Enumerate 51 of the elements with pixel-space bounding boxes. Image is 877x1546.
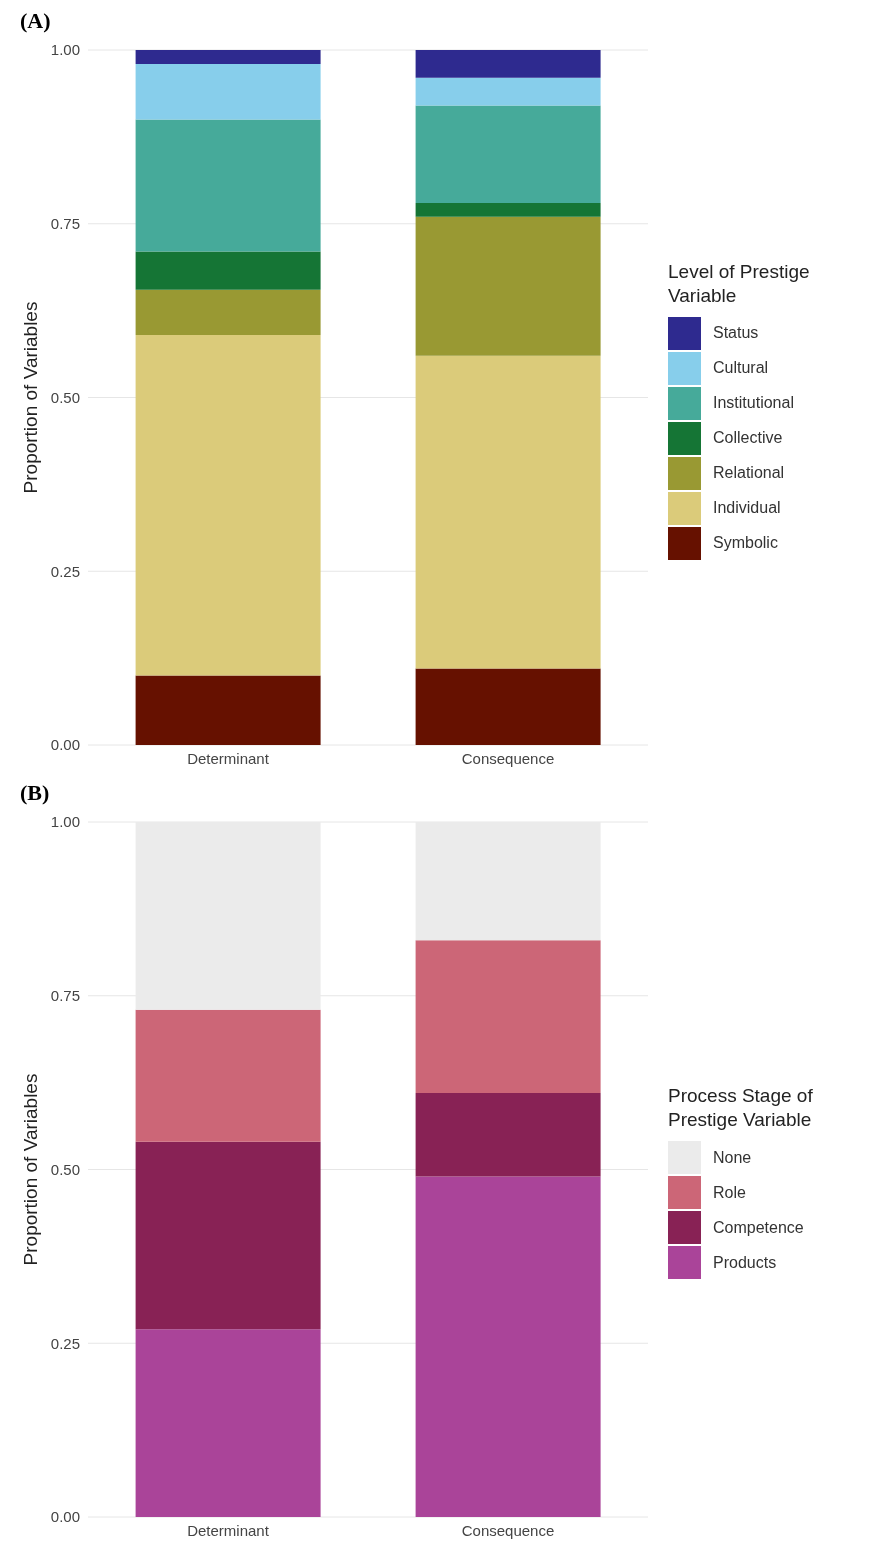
- bar: [415, 105, 601, 203]
- bar: [415, 202, 601, 217]
- bar: [415, 940, 601, 1094]
- legend-title: Level of Prestige Variable: [668, 259, 811, 308]
- bar: [135, 675, 321, 745]
- x-tick-label: Consequence: [461, 749, 555, 767]
- legend-label: Cultural: [713, 359, 769, 377]
- legend-label: Products: [713, 1253, 777, 1272]
- y-tick-label: 0.25: [50, 562, 80, 580]
- y-tick-label: 1.00: [50, 41, 80, 59]
- x-tick-label: Determinant: [187, 1521, 270, 1539]
- bar: [135, 251, 321, 290]
- bar: [415, 1093, 601, 1177]
- bar: [415, 50, 601, 78]
- y-tick-label: 0.50: [50, 1160, 80, 1178]
- x-tick-label: Consequence: [461, 1521, 555, 1539]
- legend-label: Institutional: [713, 394, 794, 412]
- y-tick-label: 0.75: [50, 215, 80, 233]
- bar: [415, 355, 601, 669]
- legend-label: Symbolic: [713, 534, 778, 552]
- y-tick-label: 0.50: [50, 388, 80, 406]
- legend-label: Relational: [713, 464, 785, 482]
- y-axis-title: Proportion of Variables: [19, 301, 41, 494]
- bar: [135, 289, 321, 335]
- bar: [415, 668, 601, 745]
- bar: [135, 50, 321, 64]
- y-tick-label: 0.75: [50, 987, 80, 1005]
- legend-label: Individual: [713, 499, 781, 517]
- bar: [135, 1329, 321, 1517]
- y-tick-label: 1.00: [50, 813, 80, 831]
- bar: [135, 334, 321, 676]
- legend-label: None: [713, 1148, 752, 1167]
- y-tick-label: 0.25: [50, 1334, 80, 1352]
- legend-label: Status: [713, 324, 759, 342]
- chart-title: (B): [20, 780, 51, 807]
- legend-label: Role: [713, 1183, 746, 1202]
- chart-title: (A): [20, 8, 52, 35]
- bar: [135, 1141, 321, 1330]
- x-tick-label: Determinant: [187, 749, 270, 767]
- bar: [415, 77, 601, 106]
- bar: [135, 119, 321, 252]
- legend-title: Process Stage of Prestige Variable: [668, 1084, 814, 1132]
- bar: [415, 1176, 601, 1517]
- legend-label: Collective: [713, 429, 783, 447]
- legend-label: Competence: [713, 1218, 804, 1237]
- bar: [415, 216, 601, 356]
- bar: [135, 63, 321, 120]
- y-axis-title: Proportion of Variables: [19, 1073, 41, 1266]
- y-tick-label: 0.00: [50, 736, 80, 754]
- y-tick-label: 0.00: [50, 1508, 80, 1526]
- bar: [135, 1009, 321, 1142]
